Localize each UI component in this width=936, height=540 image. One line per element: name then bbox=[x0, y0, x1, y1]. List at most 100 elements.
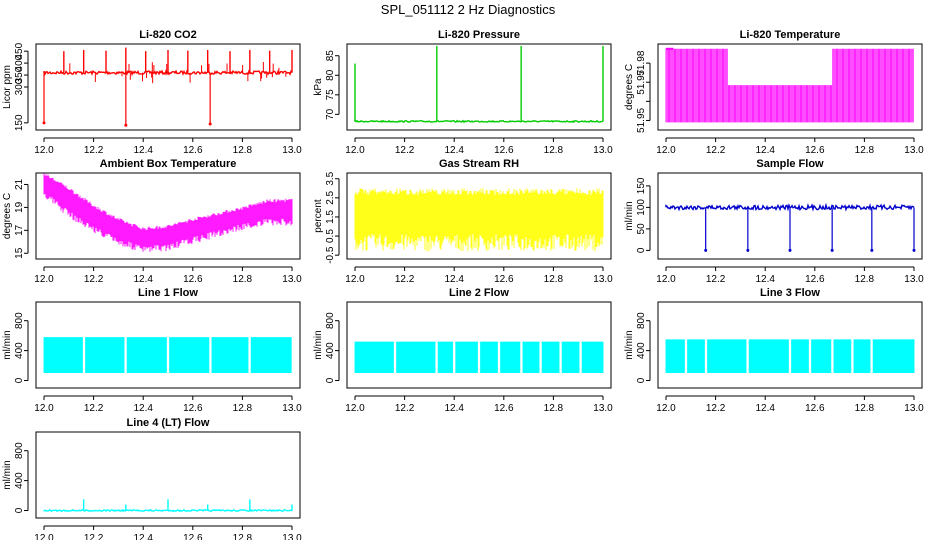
x-tick-label: 12.6 bbox=[183, 533, 203, 540]
x-tick-label: 12.4 bbox=[444, 403, 464, 414]
x-tick-label: 12.4 bbox=[755, 274, 775, 285]
x-tick-label: 12.6 bbox=[805, 145, 825, 156]
x-tick-label: 12.4 bbox=[133, 403, 153, 414]
y-tick-label: 51.97 bbox=[636, 69, 647, 94]
x-tick-label: 12.2 bbox=[706, 403, 726, 414]
x-tick-label: 12.2 bbox=[395, 403, 415, 414]
data-series bbox=[43, 499, 293, 513]
data-point bbox=[746, 248, 750, 252]
x-axis: 12.0 12.2 12.4 12.6 12.8 13.0 bbox=[656, 395, 924, 414]
x-tick-label: 12.4 bbox=[755, 145, 775, 156]
data-point bbox=[704, 248, 708, 252]
data-band bbox=[43, 173, 293, 252]
data-series bbox=[354, 341, 604, 373]
chart-panel: Gas Stream RH 12.0 12.2 12.4 12.6 12.8 13.0 -0.… bbox=[313, 158, 613, 285]
x-tick-label: 12.2 bbox=[84, 403, 104, 414]
x-axis: 12.0 12.2 12.4 12.6 12.8 13.0 bbox=[34, 395, 302, 414]
y-axis: 70 75 80 85 bbox=[325, 50, 340, 120]
chart-panel: Li-820 CO2 12.0 12.2 12.4 12.6 12.8 13.0 150 300… bbox=[2, 29, 302, 156]
y-axis: 0 400 800 bbox=[14, 442, 29, 513]
data-band bbox=[354, 188, 604, 252]
y-tick-label: 400 bbox=[14, 472, 25, 489]
data-point bbox=[208, 122, 212, 126]
chart-panel: Line 2 Flow 12.0 12.2 12.4 12.6 12.8 13.0 0 400 8… bbox=[313, 287, 613, 414]
data-point bbox=[788, 248, 792, 252]
plot-frame bbox=[346, 301, 612, 389]
y-axis: 0 400 800 bbox=[325, 312, 340, 383]
x-tick-label: 12.8 bbox=[544, 274, 564, 285]
x-axis: 12.0 12.2 12.4 12.6 12.8 13.0 bbox=[656, 266, 924, 285]
x-tick-label: 12.0 bbox=[656, 145, 676, 156]
x-tick-label: 12.2 bbox=[706, 274, 726, 285]
data-point bbox=[912, 248, 916, 252]
y-tick-label: 17 bbox=[14, 224, 25, 236]
y-axis-label: Licor ppm bbox=[2, 65, 13, 109]
x-tick-label: 12.6 bbox=[805, 403, 825, 414]
x-tick-label: 12.0 bbox=[656, 403, 676, 414]
x-tick-label: 12.6 bbox=[183, 403, 203, 414]
chart-title: Line 4 (LT) Flow bbox=[127, 417, 210, 429]
y-tick-label: 150 bbox=[636, 177, 647, 194]
x-tick-label: 12.6 bbox=[183, 274, 203, 285]
data-band bbox=[665, 48, 914, 123]
x-tick-label: 12.8 bbox=[233, 533, 253, 540]
data-point bbox=[830, 248, 834, 252]
x-tick-label: 12.6 bbox=[183, 145, 203, 156]
x-tick-label: 12.8 bbox=[544, 145, 564, 156]
y-tick-label: 0 bbox=[636, 377, 647, 383]
x-tick-label: 13.0 bbox=[282, 145, 302, 156]
x-tick-label: 12.2 bbox=[84, 274, 104, 285]
x-tick-label: 12.8 bbox=[233, 403, 253, 414]
x-axis: 12.0 12.2 12.4 12.6 12.8 13.0 bbox=[345, 137, 613, 156]
x-tick-label: 12.4 bbox=[133, 145, 153, 156]
y-axis-label: ml/min bbox=[2, 330, 13, 359]
data-series bbox=[665, 202, 916, 252]
chart-panel: Line 1 Flow 12.0 12.2 12.4 12.6 12.8 13.0 0 400 8… bbox=[2, 287, 302, 414]
y-tick-label: 51.98 bbox=[636, 50, 647, 75]
x-tick-label: 13.0 bbox=[593, 403, 613, 414]
x-tick-label: 12.6 bbox=[494, 145, 514, 156]
x-tick-label: 12.2 bbox=[84, 145, 104, 156]
y-tick-label: 300 bbox=[14, 78, 25, 95]
x-tick-label: 12.8 bbox=[233, 274, 253, 285]
y-tick-label: 70 bbox=[325, 108, 336, 120]
x-tick-label: 12.8 bbox=[233, 145, 253, 156]
y-tick-label: 350 bbox=[14, 66, 25, 83]
x-tick-label: 12.4 bbox=[755, 403, 775, 414]
y-tick-label: 80 bbox=[325, 69, 336, 81]
y-tick-label: 0.5 bbox=[325, 229, 336, 243]
y-axis-label: degrees C bbox=[624, 64, 635, 110]
y-tick-label: 400 bbox=[14, 342, 25, 359]
chart-title: Line 3 Flow bbox=[760, 287, 820, 299]
y-tick-label: 450 bbox=[14, 42, 25, 59]
data-point bbox=[42, 121, 46, 125]
y-tick-label: 400 bbox=[325, 342, 336, 359]
data-point bbox=[870, 248, 874, 252]
y-axis-label: ml/min bbox=[313, 330, 324, 359]
x-tick-label: 12.4 bbox=[444, 274, 464, 285]
y-tick-label: 75 bbox=[325, 89, 336, 101]
plot-frame bbox=[35, 172, 301, 260]
y-axis-label: degrees C bbox=[2, 193, 13, 239]
chart-title: Sample Flow bbox=[756, 158, 824, 170]
chart-panel: Sample Flow 12.0 12.2 12.4 12.6 12.8 13.0 0 50 10… bbox=[624, 158, 924, 285]
y-tick-label: 15 bbox=[14, 247, 25, 259]
plot-frame bbox=[657, 43, 923, 131]
y-axis: 0 400 800 bbox=[14, 312, 29, 383]
y-axis-label: ml/min bbox=[624, 201, 635, 230]
y-tick-label: 85 bbox=[325, 50, 336, 62]
data-series bbox=[42, 47, 293, 127]
y-tick-label: 150 bbox=[14, 114, 25, 131]
y-tick-label: 2.5 bbox=[325, 190, 336, 204]
x-axis: 12.0 12.2 12.4 12.6 12.8 13.0 bbox=[345, 266, 613, 285]
data-point bbox=[124, 123, 128, 127]
x-axis: 12.0 12.2 12.4 12.6 12.8 13.0 bbox=[34, 137, 302, 156]
x-tick-label: 12.8 bbox=[855, 145, 875, 156]
y-tick-label: 400 bbox=[636, 342, 647, 359]
plot-frame bbox=[35, 301, 301, 389]
figure-title: SPL_051112 2 Hz Diagnostics bbox=[381, 2, 556, 17]
